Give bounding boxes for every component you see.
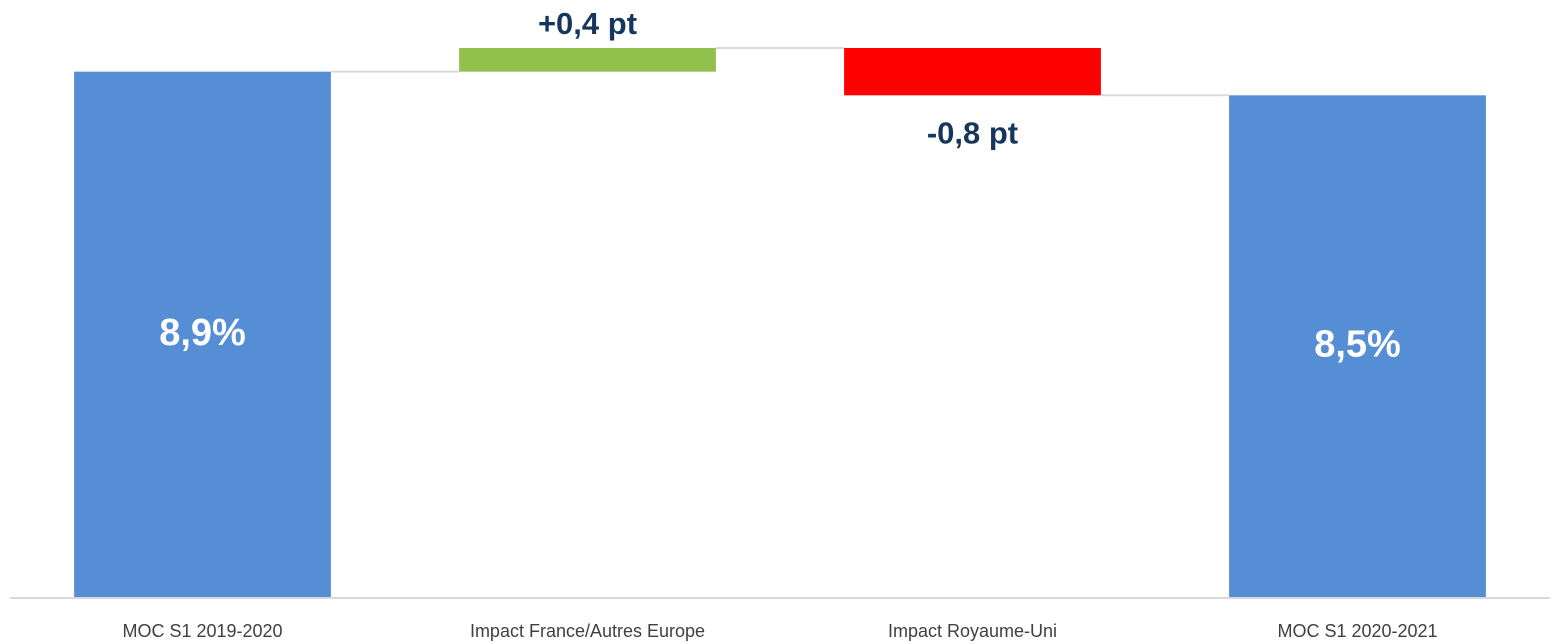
bar bbox=[1229, 95, 1486, 598]
value-label: 8,5% bbox=[1314, 324, 1401, 366]
bar bbox=[844, 48, 1101, 96]
x-tick-label: Impact France/Autres Europe bbox=[470, 621, 705, 641]
x-tick-label: Impact Royaume-Uni bbox=[888, 621, 1057, 641]
value-label: +0,4 pt bbox=[538, 6, 637, 41]
x-tick-label: MOC S1 2019-2020 bbox=[122, 621, 282, 641]
value-label: 8,9% bbox=[159, 312, 246, 354]
bar bbox=[459, 48, 716, 72]
bar bbox=[74, 71, 331, 599]
value-label: -0,8 pt bbox=[927, 115, 1018, 150]
x-tick-label: MOC S1 2020-2021 bbox=[1277, 621, 1437, 641]
